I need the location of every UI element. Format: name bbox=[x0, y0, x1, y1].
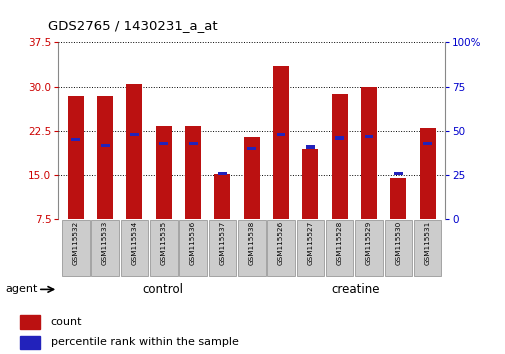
FancyBboxPatch shape bbox=[62, 220, 89, 275]
Text: GSM115534: GSM115534 bbox=[131, 221, 137, 265]
Text: control: control bbox=[141, 283, 182, 296]
Bar bbox=[188, 142, 197, 145]
Bar bbox=[71, 138, 80, 142]
FancyBboxPatch shape bbox=[296, 220, 324, 275]
Text: GSM115529: GSM115529 bbox=[365, 221, 371, 265]
Bar bbox=[306, 145, 314, 149]
Bar bbox=[156, 126, 172, 219]
Text: GSM115531: GSM115531 bbox=[424, 221, 430, 265]
Text: GSM115536: GSM115536 bbox=[190, 221, 196, 265]
FancyBboxPatch shape bbox=[179, 220, 207, 275]
FancyBboxPatch shape bbox=[120, 220, 148, 275]
FancyBboxPatch shape bbox=[149, 220, 177, 275]
Text: GSM115527: GSM115527 bbox=[307, 221, 313, 265]
Bar bbox=[276, 133, 285, 136]
FancyBboxPatch shape bbox=[325, 220, 353, 275]
FancyBboxPatch shape bbox=[267, 220, 294, 275]
Text: GSM115526: GSM115526 bbox=[278, 221, 283, 265]
Bar bbox=[20, 336, 40, 349]
Text: count: count bbox=[50, 317, 82, 327]
Text: agent: agent bbox=[5, 284, 37, 295]
FancyBboxPatch shape bbox=[413, 220, 440, 275]
Text: GSM115533: GSM115533 bbox=[102, 221, 108, 265]
Text: GSM115532: GSM115532 bbox=[73, 221, 79, 265]
Bar bbox=[100, 143, 109, 147]
Bar bbox=[214, 174, 230, 219]
Bar bbox=[20, 315, 40, 329]
FancyBboxPatch shape bbox=[384, 220, 412, 275]
Bar bbox=[422, 142, 431, 145]
Bar bbox=[68, 96, 84, 219]
Bar bbox=[273, 66, 288, 219]
FancyBboxPatch shape bbox=[237, 220, 265, 275]
Text: GSM115538: GSM115538 bbox=[248, 221, 254, 265]
Text: GSM115530: GSM115530 bbox=[394, 221, 400, 265]
Text: GSM115537: GSM115537 bbox=[219, 221, 225, 265]
FancyBboxPatch shape bbox=[355, 220, 382, 275]
Bar bbox=[360, 87, 376, 219]
Text: creatine: creatine bbox=[331, 283, 379, 296]
Bar bbox=[159, 142, 168, 145]
Text: percentile rank within the sample: percentile rank within the sample bbox=[50, 337, 238, 348]
Bar bbox=[243, 137, 259, 219]
FancyBboxPatch shape bbox=[91, 220, 119, 275]
Text: GSM115528: GSM115528 bbox=[336, 221, 342, 265]
Bar bbox=[419, 128, 435, 219]
Bar bbox=[185, 126, 201, 219]
Bar bbox=[126, 84, 142, 219]
Bar bbox=[247, 147, 256, 150]
Bar bbox=[389, 178, 406, 219]
Bar bbox=[218, 172, 226, 175]
Bar bbox=[364, 135, 373, 138]
Bar bbox=[130, 133, 138, 136]
Bar bbox=[97, 96, 113, 219]
Text: GDS2765 / 1430231_a_at: GDS2765 / 1430231_a_at bbox=[48, 19, 217, 32]
Bar bbox=[335, 136, 343, 140]
FancyBboxPatch shape bbox=[208, 220, 236, 275]
Bar bbox=[331, 94, 347, 219]
Bar bbox=[301, 149, 318, 219]
Text: GSM115535: GSM115535 bbox=[161, 221, 167, 265]
Bar bbox=[393, 172, 402, 175]
